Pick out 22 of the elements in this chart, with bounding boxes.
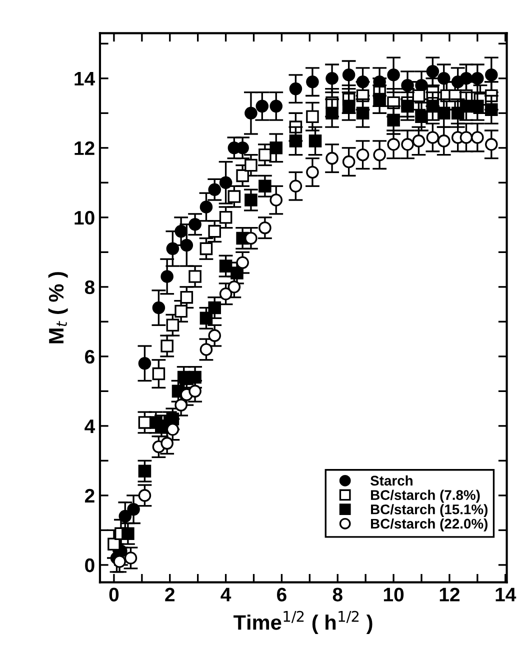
y-tick-label: 6 [85,350,94,364]
y-tick-label: 14 [74,72,96,86]
x-tick-label: 10 [384,588,404,602]
x-tick-label: 4 [220,588,232,602]
legend-label: BC/starch (15.1%) [371,504,488,518]
x-tick-label: 6 [277,588,286,602]
x-tick-label: 12 [440,588,460,602]
x-tick-label: 14 [496,588,516,602]
x-tick-label: 2 [165,588,175,602]
y-tick-label: 4 [84,420,96,433]
x-tick-label: 8 [332,588,342,602]
legend-label: Starch [370,475,412,486]
y-tick-label: 0 [85,558,94,572]
legend-label: BC/starch (22.0%) [371,518,488,532]
y-tick-label: 10 [74,210,94,225]
x-tick-label: 0 [109,588,119,602]
y-tick-label: 2 [84,488,94,502]
x-axis-title: Time$^{1/2}$ ( h$^{1/2}$ ) [234,610,372,634]
y-axis-title: M$_{t}$ ( % ) [48,272,68,344]
y-tick-label: 12 [74,141,94,155]
legend-label: BC/starch (7.8%) [371,490,480,503]
y-tick-label: 8 [84,280,95,294]
